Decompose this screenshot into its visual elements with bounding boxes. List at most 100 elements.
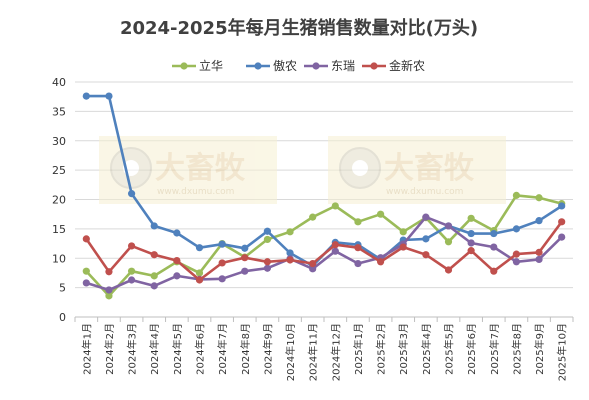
- legend-label: 傲农: [273, 58, 297, 73]
- legend-marker: [254, 62, 262, 70]
- watermark-url: www.dxumu.com: [157, 187, 234, 197]
- data-point: [263, 258, 272, 266]
- data-point: [105, 268, 113, 276]
- watermark-logo-inner: [352, 160, 368, 176]
- x-tick-label: 2024年5月: [171, 323, 184, 375]
- data-point: [286, 256, 294, 264]
- data-point: [263, 235, 272, 244]
- data-point: [331, 241, 339, 249]
- data-point: [558, 233, 566, 241]
- data-point: [535, 194, 543, 202]
- data-point: [150, 222, 158, 230]
- data-point: [105, 92, 113, 100]
- x-tick-label: 2024年9月: [261, 323, 274, 375]
- x-tick-label: 2024年6月: [194, 323, 207, 375]
- data-point: [422, 235, 430, 243]
- x-tick-label: 2024年8月: [239, 323, 252, 375]
- data-point: [241, 244, 249, 252]
- x-tick-label: 2025年9月: [533, 323, 546, 375]
- data-point: [512, 250, 521, 258]
- y-tick-label: 10: [52, 252, 66, 265]
- data-point: [490, 229, 498, 238]
- data-point: [263, 227, 272, 235]
- data-point: [331, 202, 339, 210]
- data-point: [376, 258, 385, 266]
- data-point: [490, 267, 498, 275]
- x-tick-label: 2025年6月: [465, 323, 478, 375]
- data-point: [150, 251, 158, 259]
- watermark-brand: 大畜牧: [384, 151, 475, 186]
- series-line: [85, 194, 563, 298]
- chart-title: 2024-2025年每月生猪销售数量对比(万头): [120, 17, 478, 39]
- data-point: [82, 92, 90, 100]
- data-point: [127, 190, 136, 198]
- x-tick-label: 2024年12月: [329, 323, 342, 381]
- series-line: [85, 221, 563, 282]
- data-point: [150, 282, 158, 290]
- y-axis: 0 5 10 15 20 25 30 35 40: [52, 76, 66, 324]
- x-tick-label: 2025年5月: [443, 323, 456, 375]
- y-tick-label: 40: [52, 76, 66, 89]
- data-point: [376, 210, 385, 218]
- data-point: [218, 275, 226, 283]
- y-tick-label: 30: [52, 135, 66, 148]
- x-tick-label: 2024年1月: [80, 323, 93, 375]
- data-point: [241, 254, 249, 262]
- x-tick-label: 2024年4月: [148, 323, 161, 375]
- data-point: [218, 259, 226, 267]
- data-point: [82, 279, 90, 287]
- data-point: [467, 214, 475, 222]
- legend-item-1: 傲农: [246, 58, 297, 73]
- y-tick-label: 35: [52, 105, 66, 118]
- legend-label: 金新农: [389, 58, 425, 73]
- data-point: [127, 267, 136, 275]
- data-point: [195, 269, 204, 277]
- legend-marker: [312, 62, 320, 70]
- legend: 立华 傲农 东瑞 金新农: [172, 58, 425, 73]
- x-tick-label: 2025年4月: [420, 323, 433, 375]
- watermark-url: www.dxumu.com: [386, 187, 463, 197]
- data-point: [444, 266, 453, 274]
- data-point: [105, 292, 113, 300]
- data-point: [195, 276, 204, 284]
- legend-marker: [370, 62, 378, 70]
- legend-item-0: 立华: [172, 58, 223, 73]
- data-point: [82, 235, 90, 243]
- data-point: [218, 240, 226, 248]
- data-point: [467, 247, 475, 255]
- data-point: [309, 265, 317, 273]
- x-tick-label: 2025年10月: [556, 323, 569, 381]
- watermark-brand: 大畜牧: [155, 151, 246, 186]
- data-point: [422, 251, 430, 259]
- x-tick-label: 2025年2月: [375, 323, 388, 375]
- data-point: [263, 264, 272, 272]
- x-tick-label: 2024年3月: [126, 323, 139, 375]
- data-point: [127, 242, 136, 250]
- data-point: [399, 243, 407, 251]
- legend-label: 立华: [199, 58, 223, 73]
- series-group: [82, 92, 566, 300]
- series-2: [82, 213, 566, 294]
- y-tick-label: 20: [52, 194, 66, 207]
- x-tick-label: 2024年10月: [284, 323, 297, 381]
- data-point: [535, 248, 543, 256]
- data-point: [535, 255, 543, 264]
- data-point: [127, 276, 136, 284]
- legend-item-3: 金新农: [362, 58, 425, 73]
- legend-label: 东瑞: [331, 59, 355, 73]
- data-point: [512, 191, 521, 199]
- data-point: [82, 267, 90, 275]
- data-point: [558, 218, 566, 226]
- data-point: [467, 229, 475, 238]
- data-point: [105, 286, 113, 294]
- data-point: [241, 267, 249, 275]
- x-tick-label: 2025年1月: [352, 323, 365, 375]
- x-tick-label: 2024年11月: [307, 323, 320, 381]
- data-point: [490, 243, 498, 251]
- x-tick-label: 2024年7月: [216, 323, 229, 375]
- series-line: [85, 215, 563, 292]
- data-point: [444, 238, 453, 246]
- data-point: [195, 244, 204, 252]
